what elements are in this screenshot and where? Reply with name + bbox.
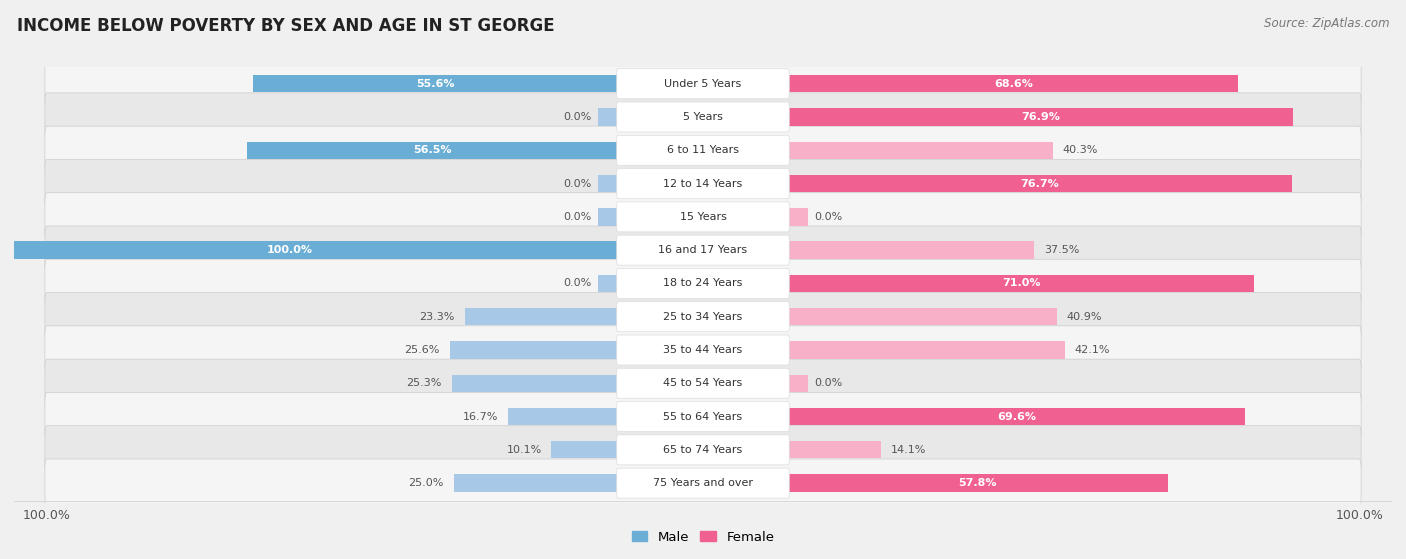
Text: 0.0%: 0.0% <box>564 178 592 188</box>
Text: 76.7%: 76.7% <box>1021 178 1059 188</box>
Bar <box>598 108 617 126</box>
FancyBboxPatch shape <box>617 468 789 498</box>
Text: 15 Years: 15 Years <box>679 212 727 222</box>
Text: Source: ZipAtlas.com: Source: ZipAtlas.com <box>1264 17 1389 30</box>
FancyBboxPatch shape <box>45 392 1361 440</box>
Bar <box>789 175 1292 192</box>
Bar <box>450 342 617 359</box>
Text: 40.3%: 40.3% <box>1063 145 1098 155</box>
Text: 5 Years: 5 Years <box>683 112 723 122</box>
FancyBboxPatch shape <box>617 401 789 432</box>
Text: INCOME BELOW POVERTY BY SEX AND AGE IN ST GEORGE: INCOME BELOW POVERTY BY SEX AND AGE IN S… <box>17 17 554 35</box>
Text: 76.9%: 76.9% <box>1021 112 1060 122</box>
Text: 68.6%: 68.6% <box>994 79 1033 89</box>
Bar <box>789 141 1053 159</box>
FancyBboxPatch shape <box>617 169 789 198</box>
Bar <box>789 375 808 392</box>
FancyBboxPatch shape <box>617 135 789 165</box>
Bar <box>789 308 1057 325</box>
FancyBboxPatch shape <box>617 102 789 132</box>
Bar <box>598 208 617 225</box>
FancyBboxPatch shape <box>617 268 789 299</box>
FancyBboxPatch shape <box>45 60 1361 108</box>
Text: 0.0%: 0.0% <box>564 112 592 122</box>
Bar <box>789 241 1035 259</box>
Text: Under 5 Years: Under 5 Years <box>665 79 741 89</box>
Bar <box>451 375 617 392</box>
Text: 25.6%: 25.6% <box>405 345 440 355</box>
Bar <box>789 475 1167 492</box>
Text: 0.0%: 0.0% <box>814 378 842 389</box>
Text: 71.0%: 71.0% <box>1002 278 1040 288</box>
Bar <box>789 208 808 225</box>
Text: 75 Years and over: 75 Years and over <box>652 478 754 488</box>
FancyBboxPatch shape <box>45 259 1361 307</box>
FancyBboxPatch shape <box>45 159 1361 208</box>
Text: 14.1%: 14.1% <box>890 445 927 455</box>
Text: 40.9%: 40.9% <box>1067 312 1102 322</box>
FancyBboxPatch shape <box>45 93 1361 141</box>
FancyBboxPatch shape <box>45 326 1361 374</box>
Bar <box>598 275 617 292</box>
Text: 55 to 64 Years: 55 to 64 Years <box>664 411 742 421</box>
FancyBboxPatch shape <box>617 202 789 232</box>
FancyBboxPatch shape <box>617 335 789 365</box>
Legend: Male, Female: Male, Female <box>626 525 780 549</box>
Text: 0.0%: 0.0% <box>564 278 592 288</box>
Bar <box>789 342 1064 359</box>
Text: 6 to 11 Years: 6 to 11 Years <box>666 145 740 155</box>
Text: 55.6%: 55.6% <box>416 79 454 89</box>
Text: 0.0%: 0.0% <box>564 212 592 222</box>
Text: 16 and 17 Years: 16 and 17 Years <box>658 245 748 255</box>
Text: 25.0%: 25.0% <box>409 478 444 488</box>
Bar <box>253 75 617 92</box>
Text: 18 to 24 Years: 18 to 24 Years <box>664 278 742 288</box>
FancyBboxPatch shape <box>617 69 789 99</box>
Bar <box>789 108 1294 126</box>
Text: 65 to 74 Years: 65 to 74 Years <box>664 445 742 455</box>
Bar <box>789 441 880 458</box>
Text: 35 to 44 Years: 35 to 44 Years <box>664 345 742 355</box>
Bar <box>551 441 617 458</box>
Text: 42.1%: 42.1% <box>1074 345 1109 355</box>
FancyBboxPatch shape <box>617 368 789 398</box>
Text: 25 to 34 Years: 25 to 34 Years <box>664 312 742 322</box>
Text: 56.5%: 56.5% <box>413 145 451 155</box>
Text: 10.1%: 10.1% <box>506 445 541 455</box>
Bar <box>789 408 1244 425</box>
Text: 57.8%: 57.8% <box>959 478 997 488</box>
Text: 16.7%: 16.7% <box>463 411 498 421</box>
Text: 69.6%: 69.6% <box>997 411 1036 421</box>
Text: 25.3%: 25.3% <box>406 378 441 389</box>
Bar <box>454 475 617 492</box>
Bar <box>789 75 1239 92</box>
FancyBboxPatch shape <box>617 302 789 331</box>
FancyBboxPatch shape <box>45 193 1361 241</box>
Bar <box>789 275 1254 292</box>
FancyBboxPatch shape <box>45 459 1361 507</box>
Bar <box>247 141 617 159</box>
FancyBboxPatch shape <box>617 235 789 265</box>
Bar <box>508 408 617 425</box>
Bar <box>0 241 617 259</box>
FancyBboxPatch shape <box>45 226 1361 274</box>
Bar <box>598 175 617 192</box>
Text: 45 to 54 Years: 45 to 54 Years <box>664 378 742 389</box>
FancyBboxPatch shape <box>45 126 1361 174</box>
Text: 23.3%: 23.3% <box>419 312 456 322</box>
FancyBboxPatch shape <box>45 359 1361 408</box>
FancyBboxPatch shape <box>617 435 789 465</box>
Text: 12 to 14 Years: 12 to 14 Years <box>664 178 742 188</box>
Text: 0.0%: 0.0% <box>814 212 842 222</box>
FancyBboxPatch shape <box>45 292 1361 341</box>
Bar <box>465 308 617 325</box>
FancyBboxPatch shape <box>45 426 1361 474</box>
Text: 100.0%: 100.0% <box>267 245 312 255</box>
Text: 37.5%: 37.5% <box>1045 245 1080 255</box>
